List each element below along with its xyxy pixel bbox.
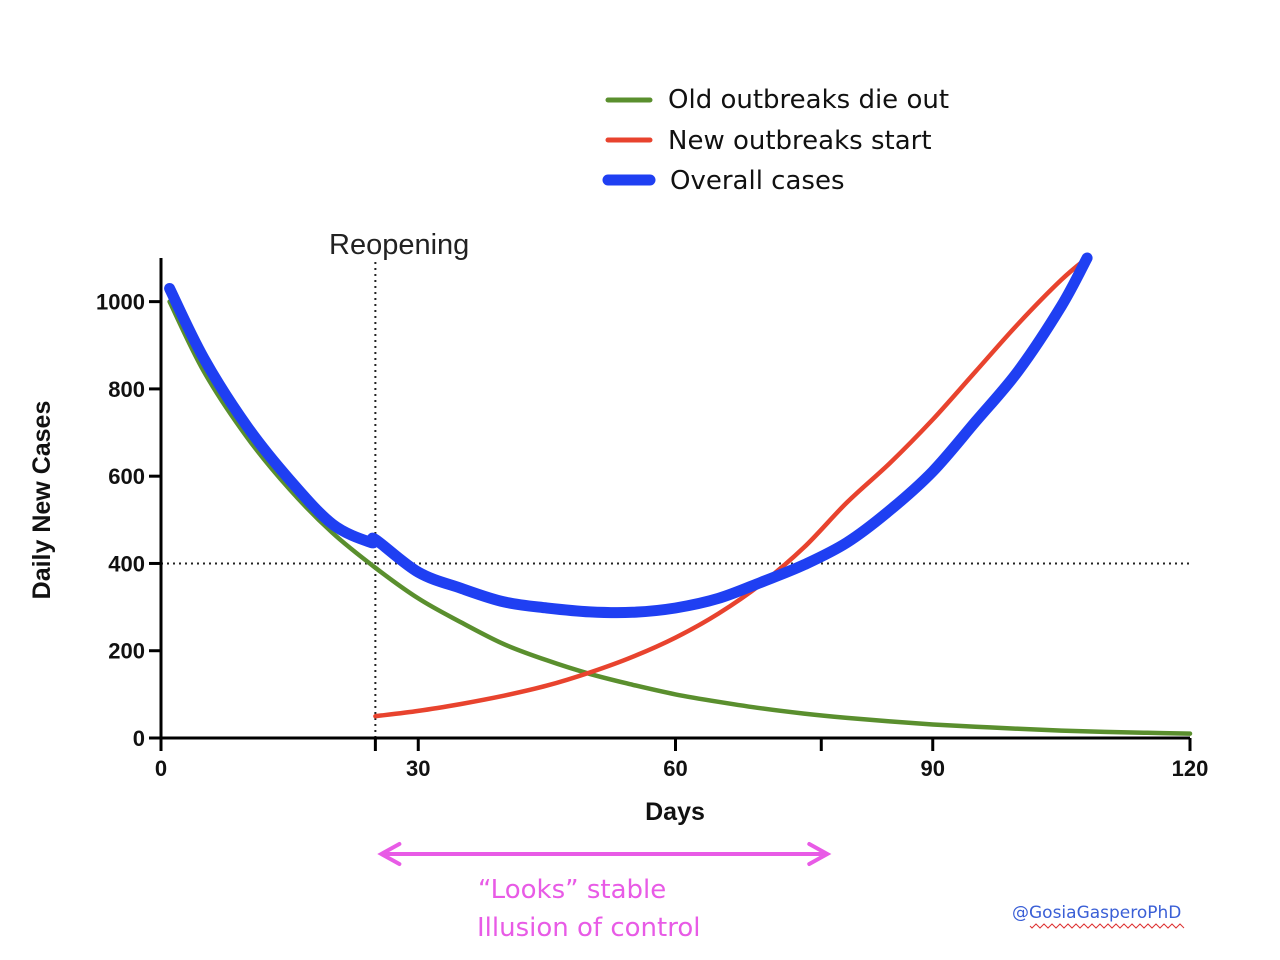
author-credit: @GosiaGasperoPhD	[1012, 903, 1181, 923]
reference-lines	[161, 262, 1190, 738]
x-tick-label: 90	[921, 756, 945, 781]
y-tick-label: 200	[108, 639, 145, 664]
annotation-line-2: Illusion of control	[477, 913, 700, 943]
annotation-line-1: “Looks” stable	[478, 875, 666, 905]
reopening-label: Reopening	[329, 229, 469, 261]
legend-label-overall-cases: Overall cases	[670, 166, 845, 196]
credit-underline	[1029, 923, 1185, 929]
stable-range-arrow	[377, 842, 832, 866]
series-new-outbreaks	[373, 255, 1090, 719]
y-tick-label: 600	[108, 464, 145, 489]
plot-area	[164, 252, 1193, 736]
x-tick-label: 30	[406, 756, 430, 781]
series-overall-cases	[164, 252, 1093, 619]
x-tick-label: 0	[155, 756, 167, 781]
arrow-head-left	[377, 842, 402, 866]
legend-label-old-outbreaks: Old outbreaks die out	[668, 85, 949, 115]
annotation: “Looks” stable Illusion of control	[377, 842, 832, 943]
x-tick-label: 120	[1172, 756, 1209, 781]
arrow-head-right	[807, 842, 832, 866]
legend: Old outbreaks die out New outbreaks star…	[602, 85, 949, 196]
y-tick-label: 0	[133, 726, 145, 751]
y-axis-title: Daily New Cases	[28, 401, 56, 600]
x-tick-label: 60	[663, 756, 687, 781]
y-tick-label: 800	[108, 377, 145, 402]
y-tick-label: 400	[108, 551, 145, 576]
series-old-outbreaks	[167, 299, 1193, 736]
axes: 0 200 400 600 800 1000 0 30 60 90 120	[96, 258, 1208, 781]
x-axis-title: Days	[645, 798, 705, 826]
legend-label-new-outbreaks: New outbreaks start	[668, 126, 932, 156]
y-tick-label: 1000	[96, 290, 145, 315]
